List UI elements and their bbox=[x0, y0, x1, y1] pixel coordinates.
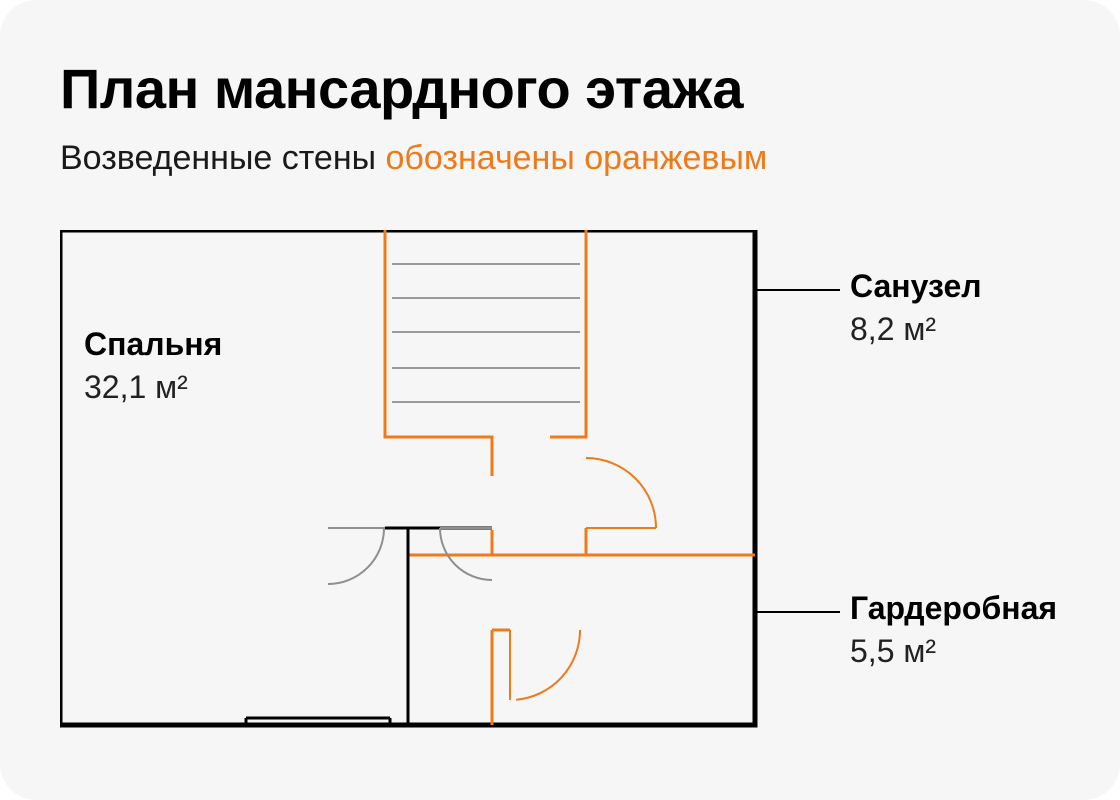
label-bathroom: Санузел 8,2 м² bbox=[850, 268, 982, 348]
label-wardrobe-area: 5,5 м² bbox=[850, 633, 1057, 670]
label-wardrobe-name: Гардеробная bbox=[850, 590, 1057, 627]
subtitle: Возведенные стены обозначены оранжевым bbox=[60, 139, 1060, 178]
subtitle-prefix: Возведенные стены bbox=[60, 139, 386, 177]
label-wardrobe: Гардеробная 5,5 м² bbox=[850, 590, 1057, 670]
label-bedroom-name: Спальня bbox=[84, 326, 222, 363]
label-bedroom-area: 32,1 м² bbox=[84, 369, 222, 406]
subtitle-accent: обозначены оранжевым bbox=[386, 139, 768, 177]
floorplan-card: План мансардного этажа Возведенные стены… bbox=[0, 0, 1120, 800]
floorplan-area: Спальня 32,1 м² Санузел 8,2 м² Гардеробн… bbox=[60, 230, 1060, 750]
page-title: План мансардного этажа bbox=[60, 56, 1060, 121]
label-bathroom-name: Санузел bbox=[850, 268, 982, 305]
label-bedroom: Спальня 32,1 м² bbox=[84, 326, 222, 406]
label-bathroom-area: 8,2 м² bbox=[850, 311, 982, 348]
